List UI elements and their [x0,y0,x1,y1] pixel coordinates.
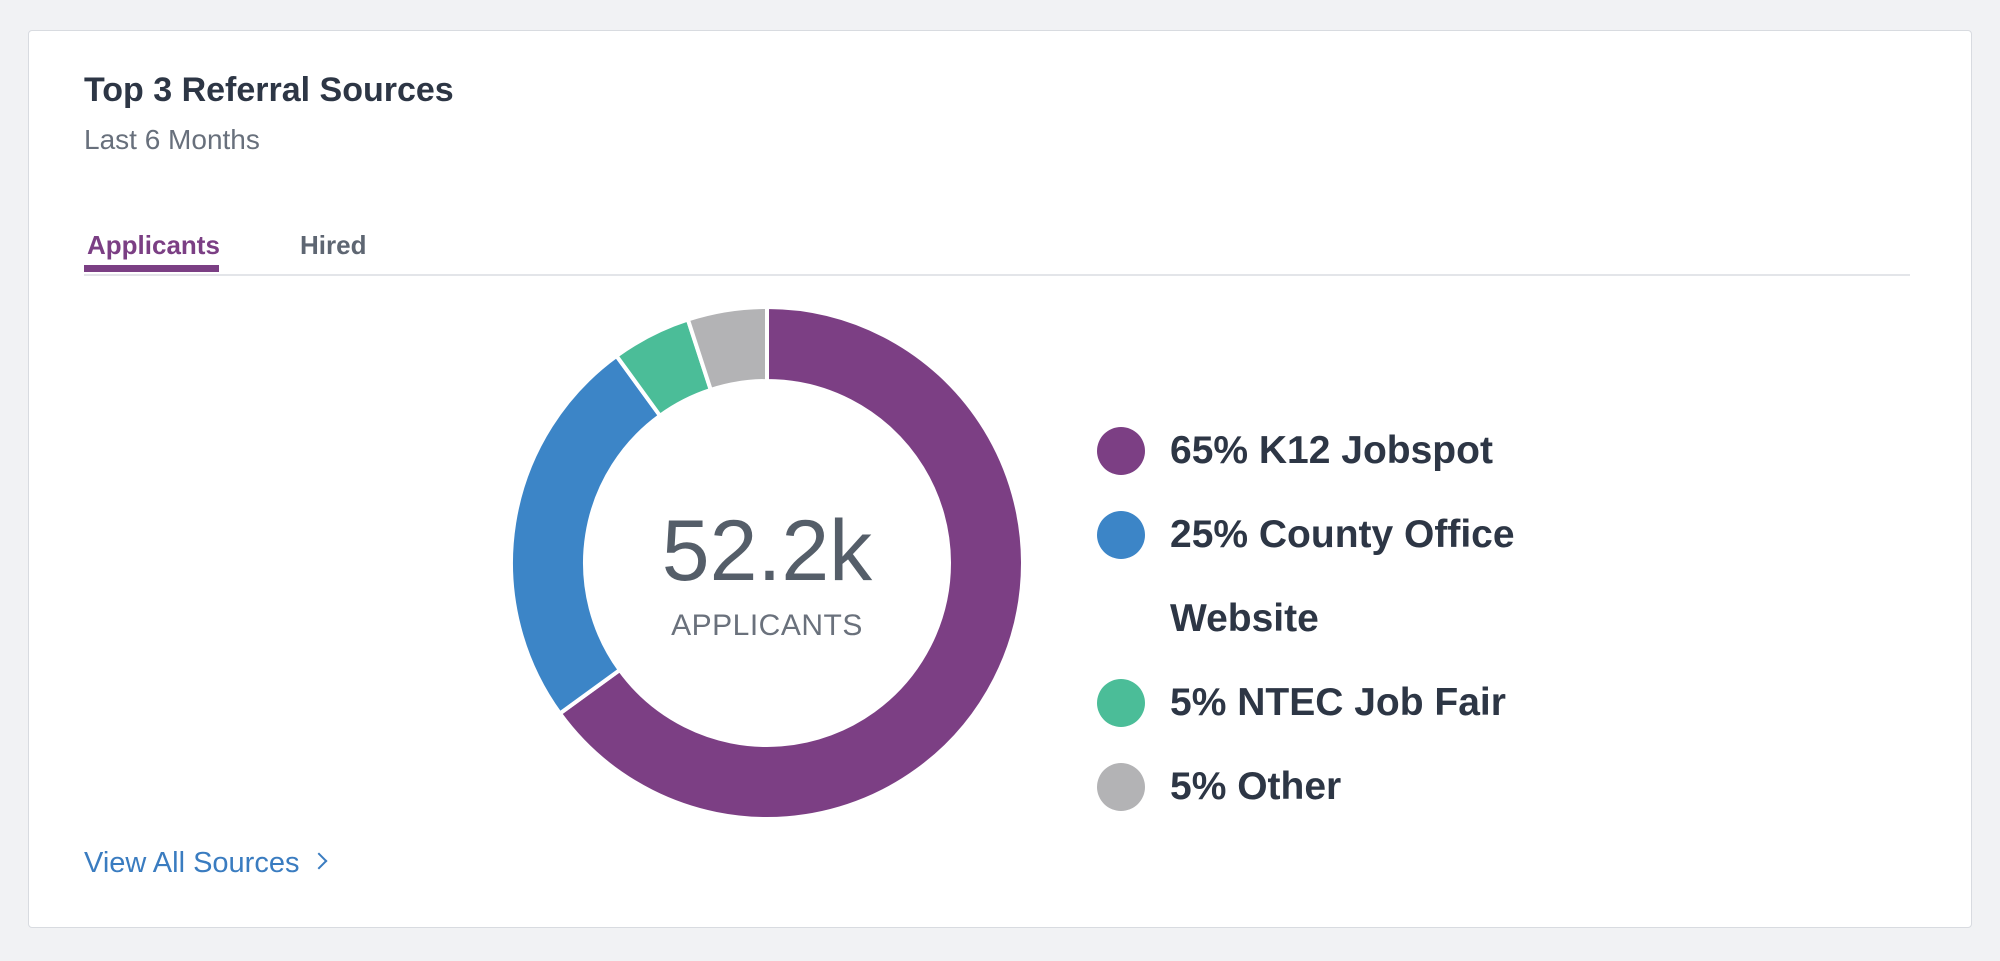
view-all-sources-label: View All Sources [84,847,300,879]
chevron-right-icon [310,852,328,870]
legend-item-k12-jobspot: 65% K12 Jobspot [1097,409,1517,493]
legend-label: 65% K12 Jobspot [1170,429,1493,472]
tab-hired[interactable]: Hired [300,230,367,260]
legend-swatch [1097,763,1145,811]
legend-item-county-office-website: 25% County Office Website [1097,493,1517,661]
donut-slice-county-office-website [509,353,663,717]
legend-label: 25% County Office Website [1170,513,1515,640]
legend-swatch [1097,679,1145,727]
legend-item-other: 5% Other [1097,745,1517,829]
referral-sources-card: Top 3 Referral Sources Last 6 Months App… [28,30,1972,928]
donut-slice-k12-jobspot [557,304,1025,821]
card-subtitle: Last 6 Months [84,124,260,155]
legend-swatch [1097,427,1145,475]
chart-legend: 65% K12 Jobspot 25% County Office Websit… [1097,409,1517,829]
card-title: Top 3 Referral Sources [84,71,454,109]
legend-item-ntec-job-fair: 5% NTEC Job Fair [1097,661,1517,745]
donut-slice-other [685,304,769,393]
active-tab-indicator [84,265,219,272]
tab-bar: Applicants Hired [84,196,1910,276]
tab-applicants[interactable]: Applicants [87,230,220,260]
view-all-sources-link[interactable]: View All Sources [84,847,328,880]
legend-swatch [1097,511,1145,559]
legend-label: 5% Other [1170,765,1342,808]
legend-label: 5% NTEC Job Fair [1170,681,1506,724]
donut-chart [509,304,1025,821]
